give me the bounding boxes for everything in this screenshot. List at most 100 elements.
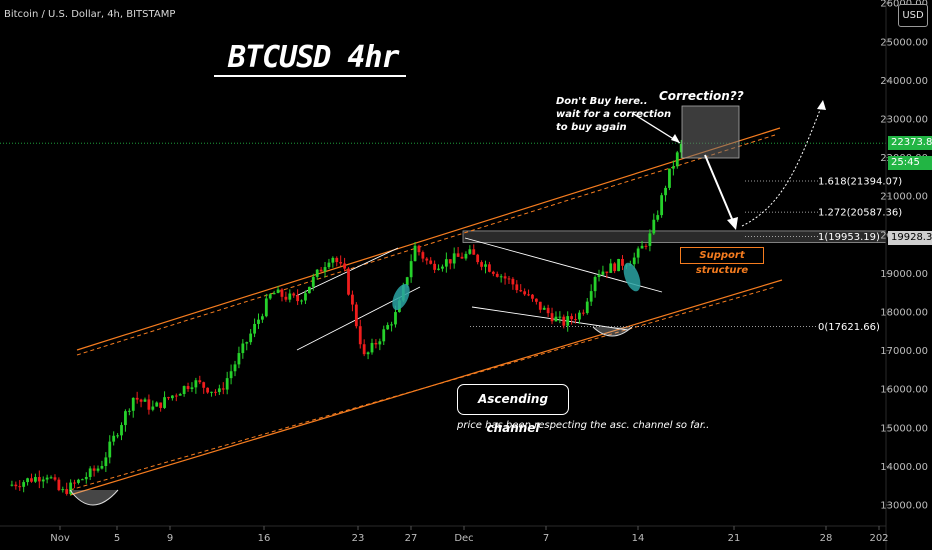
candle-body [296,295,300,302]
candle-body [519,290,523,292]
candle-body [578,312,581,320]
bottom-arc [592,326,633,337]
y-tick-label: 19000.00 [880,269,928,280]
currency-button[interactable]: USD [898,4,928,27]
candle-body [331,257,335,263]
candle-body [601,271,605,275]
candle-body [503,276,507,279]
candle-body [80,479,84,481]
candle-body [597,274,601,278]
y-tick-label: 14000.00 [880,462,928,473]
candle-body [589,291,593,302]
candle-body [566,316,570,326]
candle-body [656,215,660,220]
candle-body [444,259,448,267]
candle-body [198,380,202,383]
candle-body [632,257,636,265]
candle-body [214,391,217,393]
candle-body [523,291,527,295]
candle-body [131,397,135,411]
candle-body [210,391,213,393]
candle-body [304,293,307,301]
candle-body [464,253,468,259]
candle-body [617,258,620,272]
candle-body [390,324,393,326]
candle-body [53,477,57,480]
x-tick-label: 23 [352,533,365,544]
fib-level-label: 1.272(20587.36) [818,208,902,219]
candle-body [531,294,534,299]
candle-body [648,233,652,246]
candle-body [190,387,194,389]
candle-body [668,168,671,188]
candle-body [347,268,350,295]
y-tick-label: 21000.00 [880,192,928,203]
candle-body [480,262,483,267]
correction-arrowhead [727,217,738,230]
candle-body [151,406,155,410]
candle-body [644,245,648,247]
candle-body [664,187,667,196]
candle-body [452,253,456,264]
candle-body [69,482,73,494]
candle-body [527,294,530,296]
channel-upper-dashed [76,134,776,356]
candle-body [163,397,166,408]
candle-body [249,333,253,343]
candle-body [476,254,480,263]
dont-buy-line-3: to buy again [556,122,627,133]
x-tick-label: 28 [820,533,833,544]
candle-body [327,262,331,268]
breakout-marker [392,283,410,311]
candle-body [585,301,589,314]
candle-body [652,219,656,234]
candle-body [405,277,409,286]
candle-body [159,402,163,408]
candle-body [229,371,233,379]
candle-body [456,253,460,257]
candle-body [554,316,558,322]
candle-body [288,293,292,300]
candle-body [127,410,131,412]
candle-body [351,294,354,305]
candle-body [257,319,260,324]
candle-body [33,477,37,482]
candle-body [300,300,303,302]
candle-body [73,482,76,484]
y-tick-label: 13000.00 [880,501,928,512]
candle-body [550,313,554,322]
candle-body [186,386,190,389]
candle-body [354,304,358,327]
candle-body [307,286,311,294]
candle-body [394,312,397,325]
candle-body [178,393,182,396]
dont-buy-arrowhead [671,134,680,143]
bottom-arc [69,489,119,506]
ascending-channel-label: Ascending channel [457,384,569,435]
candle-body [562,316,566,326]
current-price-tag: 22373.81 [888,136,932,151]
candle-body [139,399,143,402]
y-tick-label: 18000.00 [880,308,928,319]
x-tick-label: 16 [258,533,271,544]
candle-body [49,477,53,479]
candle-body [358,326,362,345]
candle-body [253,323,256,334]
candle-body [605,271,609,273]
candle-body [370,342,374,353]
candle-body [413,245,417,262]
candle-body [574,319,577,321]
candle-body [104,457,108,467]
candle-body [143,399,147,402]
y-tick-label: 24000.00 [880,76,928,87]
candle-body [292,293,296,296]
candle-body [167,397,170,399]
x-tick-label: 202 [869,533,888,544]
candle-body [170,395,174,399]
candle-body [495,273,499,277]
candle-body [45,477,49,480]
dont-buy-line-1: Don't Buy here.. [556,96,648,107]
candle-body [10,484,14,486]
